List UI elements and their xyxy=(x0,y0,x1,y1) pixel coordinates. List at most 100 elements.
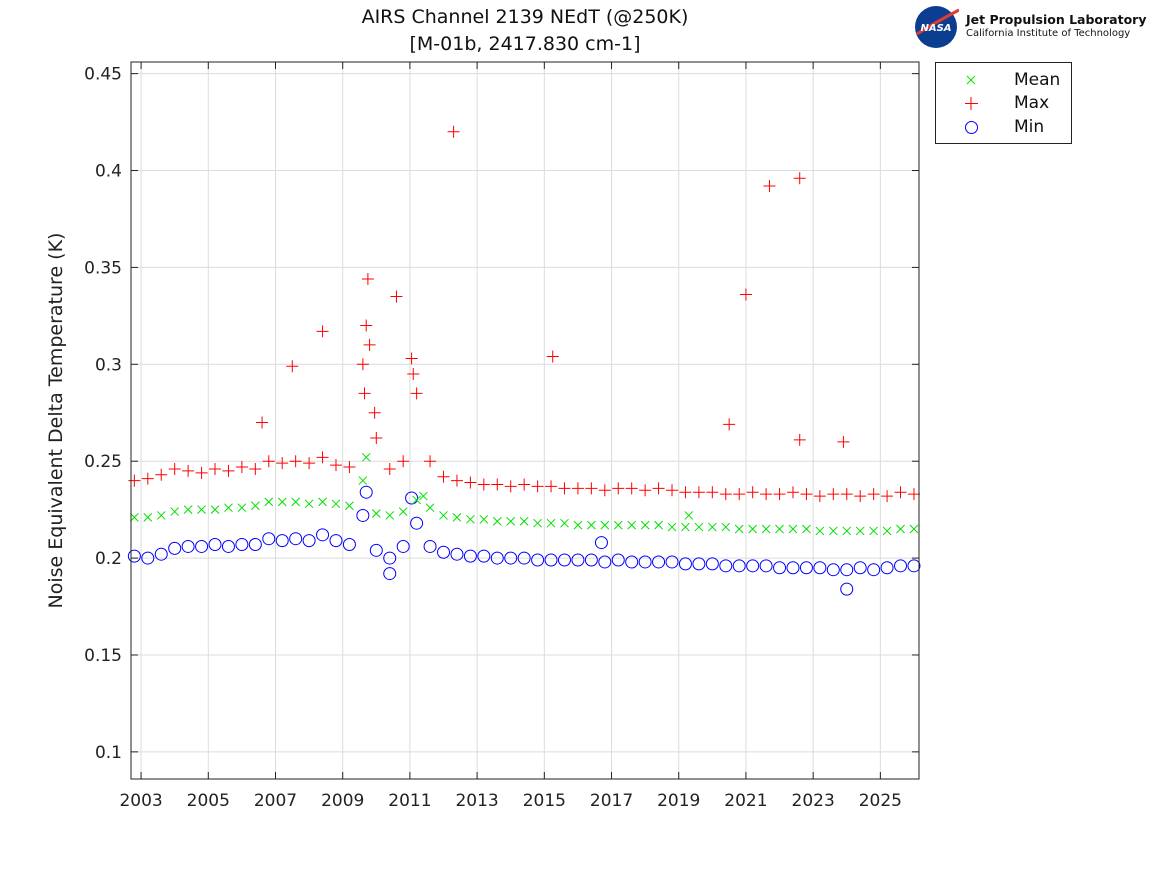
min-point xyxy=(773,561,787,575)
mean-point xyxy=(627,520,637,530)
mean-point xyxy=(546,518,556,528)
max-point xyxy=(719,488,732,501)
legend-item-max: Max xyxy=(936,92,1071,116)
mean-point xyxy=(237,503,247,513)
max-point xyxy=(793,172,806,185)
min-point xyxy=(141,551,155,565)
mean-point xyxy=(560,518,569,528)
min-point xyxy=(405,491,419,505)
max-point xyxy=(424,455,437,468)
max-point xyxy=(692,486,705,499)
jpl-logo: NASA Jet Propulsion Laboratory Californi… xyxy=(913,4,1153,50)
min-point xyxy=(235,538,249,552)
max-point xyxy=(763,180,776,193)
min-point xyxy=(208,538,222,552)
mean-point xyxy=(869,526,878,536)
mean-point xyxy=(761,524,771,534)
min-point xyxy=(584,553,598,567)
y-tick-label: 0.25 xyxy=(84,452,122,472)
min-point xyxy=(799,561,813,575)
max-point xyxy=(739,288,752,301)
mean-point xyxy=(345,501,354,511)
mean-point xyxy=(371,509,381,518)
max-point xyxy=(813,490,826,503)
min-point xyxy=(611,553,625,567)
y-tick-label: 0.2 xyxy=(95,549,122,569)
legend-label: Min xyxy=(1014,117,1045,137)
max-point xyxy=(894,486,907,499)
min-point xyxy=(625,555,639,569)
min-point xyxy=(329,534,343,548)
legend-label: Max xyxy=(1014,93,1050,113)
min-point xyxy=(383,551,397,565)
x-tick-label: 2019 xyxy=(657,791,700,811)
min-point xyxy=(154,547,168,561)
max-point xyxy=(585,482,598,495)
min-point xyxy=(544,553,558,567)
min-point xyxy=(463,549,477,563)
mean-point xyxy=(802,524,811,534)
max-point xyxy=(235,461,248,474)
min-point xyxy=(437,545,451,559)
max-point xyxy=(786,486,799,499)
min-point xyxy=(410,516,424,530)
mean-point xyxy=(734,524,744,534)
min-point xyxy=(598,555,612,569)
mean-point xyxy=(748,524,758,534)
max-point xyxy=(464,476,477,489)
max-point xyxy=(477,478,490,491)
mean-point xyxy=(304,499,314,509)
max-point xyxy=(625,482,638,495)
max-point xyxy=(128,474,141,487)
max-point xyxy=(370,431,383,444)
mean-point xyxy=(264,497,274,507)
legend-item-mean: Mean xyxy=(936,69,1071,93)
mean-point xyxy=(842,526,852,536)
mean-point xyxy=(788,524,798,534)
svg-text:NASA: NASA xyxy=(920,23,951,34)
x-marker-icon xyxy=(966,75,976,85)
mean-point xyxy=(130,513,139,522)
max-point xyxy=(546,350,559,363)
max-point xyxy=(182,464,195,477)
min-point xyxy=(248,538,262,552)
min-point xyxy=(490,551,504,565)
max-point xyxy=(491,478,504,491)
max-point xyxy=(316,451,329,464)
max-point xyxy=(571,482,584,495)
y-tick-label: 0.15 xyxy=(84,646,122,666)
mean-point xyxy=(250,501,260,511)
mean-point xyxy=(909,524,919,534)
max-point xyxy=(666,484,679,497)
max-point xyxy=(316,325,329,338)
min-point xyxy=(894,559,908,573)
x-tick-label: 2017 xyxy=(590,791,633,811)
mean-point xyxy=(721,522,731,532)
min-point xyxy=(732,559,746,573)
max-point xyxy=(361,273,374,286)
min-point xyxy=(665,555,679,569)
mean-point xyxy=(170,507,180,516)
max-point xyxy=(639,484,652,497)
min-point xyxy=(195,539,209,553)
y-tick-label: 0.3 xyxy=(95,355,122,375)
min-point xyxy=(262,532,276,546)
max-point xyxy=(329,459,342,472)
max-point xyxy=(545,480,558,493)
min-point xyxy=(396,539,410,553)
max-point xyxy=(407,367,420,380)
max-point xyxy=(773,488,786,501)
max-point xyxy=(405,352,418,365)
min-point xyxy=(571,553,585,567)
mean-point xyxy=(398,507,408,516)
mean-point xyxy=(640,520,650,530)
plot-area xyxy=(131,62,919,779)
max-point xyxy=(733,488,746,501)
min-point xyxy=(759,559,773,573)
max-point xyxy=(837,435,850,448)
legend: Mean Max Min xyxy=(935,62,1072,144)
mean-point xyxy=(143,513,153,522)
mean-point xyxy=(331,499,341,509)
min-point xyxy=(840,563,854,577)
mean-point xyxy=(587,520,596,530)
